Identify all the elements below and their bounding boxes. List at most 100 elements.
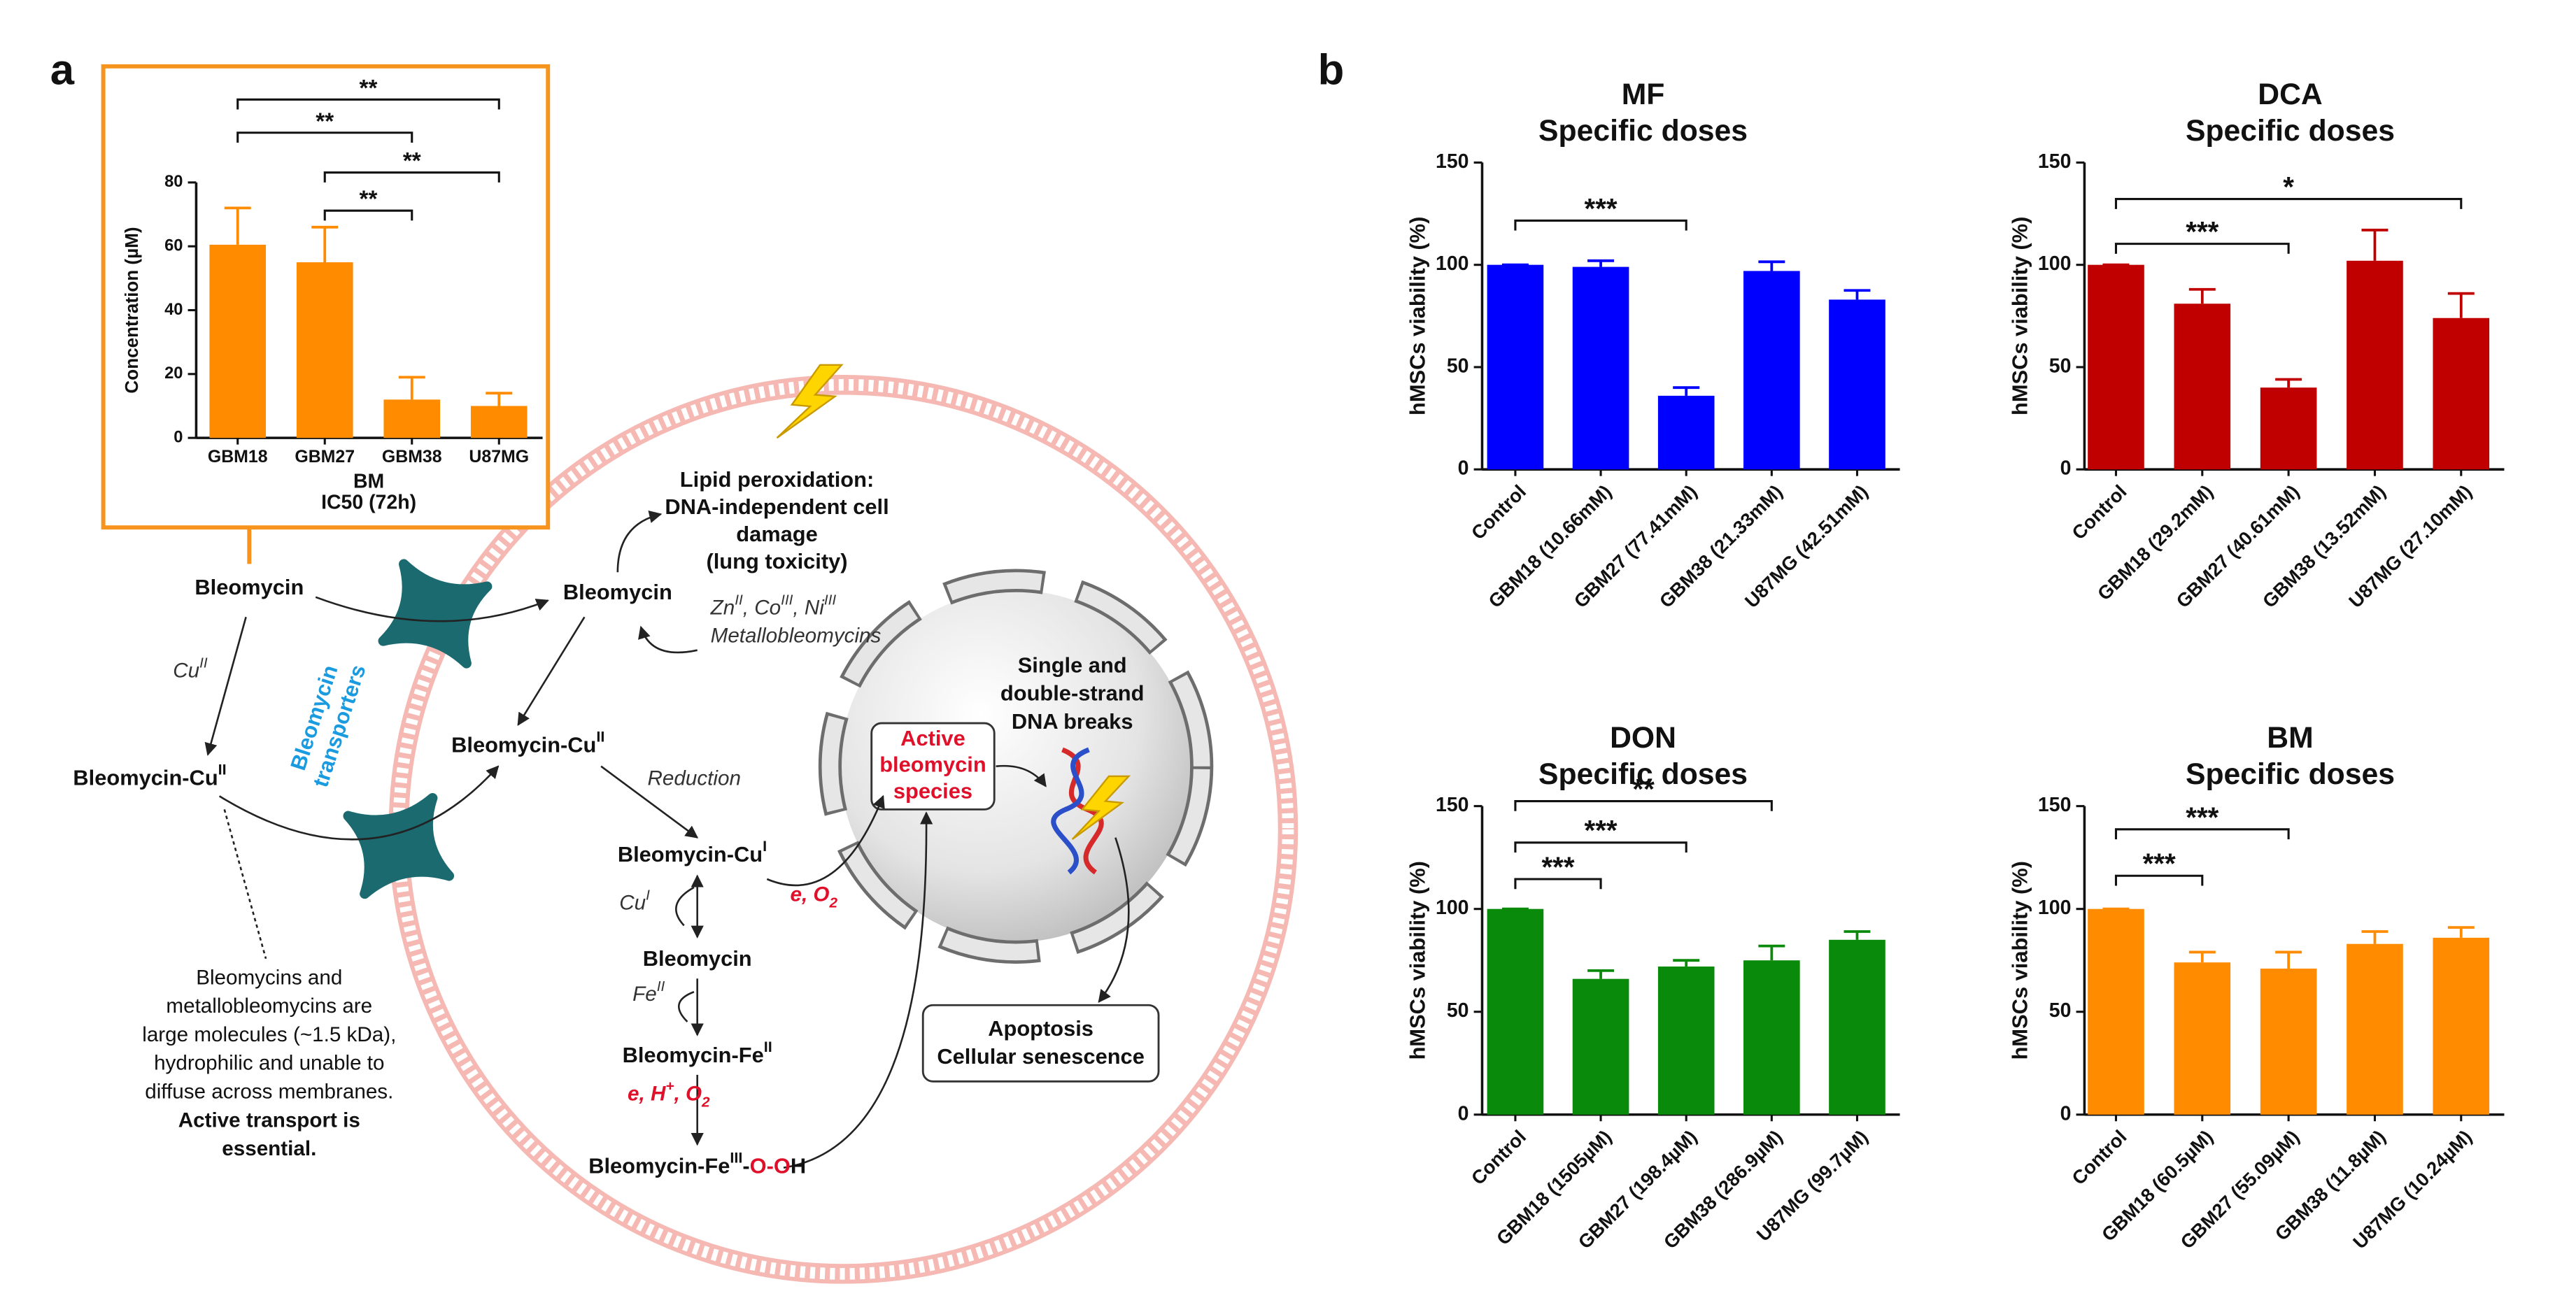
x-tick-label: GBM18 — [208, 447, 268, 466]
label-line: DNA breaks — [1012, 709, 1133, 734]
significance-label: *** — [1585, 193, 1618, 224]
chart-title: Specific doses — [1538, 757, 1748, 791]
label-line: Single and — [1018, 653, 1127, 678]
chart-title: Specific doses — [2186, 114, 2395, 148]
oxidation-1: e, O2 — [790, 883, 837, 911]
label-part: , O — [674, 1082, 702, 1105]
y-tick-label: 150 — [2038, 794, 2071, 816]
label-part: double-strand — [1000, 681, 1145, 706]
significance-label: *** — [1541, 851, 1574, 883]
panel-label: b — [1318, 46, 1345, 94]
bar — [2347, 260, 2403, 470]
label-part: essential. — [222, 1137, 316, 1160]
label-line: diffuse across membranes. — [145, 1080, 393, 1103]
bar — [1829, 939, 1885, 1115]
y-tick-label: 150 — [2038, 150, 2071, 173]
label-part: Cu — [173, 659, 199, 682]
significance-bracket — [1514, 799, 1773, 811]
label-line: Bleomycin-CuI — [618, 837, 767, 867]
bar — [1657, 967, 1715, 1115]
bar — [1572, 978, 1629, 1115]
significance-label: ** — [1632, 773, 1655, 805]
x-tick-label: Control — [2067, 1126, 2130, 1189]
lightning — [1071, 775, 1131, 841]
label-part: Bleomycin — [563, 580, 672, 604]
y-tick-label: 0 — [1458, 457, 1469, 480]
error-bar — [2447, 926, 2475, 938]
significance-bracket — [2114, 828, 2290, 840]
error-bar — [398, 376, 425, 400]
label-part: II — [199, 655, 208, 671]
outcomes-box — [921, 1004, 1160, 1083]
label-line: Reduction — [648, 767, 741, 790]
significance-label: ** — [360, 76, 378, 101]
bleomycin-outside: Bleomycin — [194, 575, 304, 599]
label-line: bleomycin — [879, 753, 986, 777]
label-part: metallobleomycins are — [166, 994, 372, 1018]
x-axis-label: IC50 (72h) — [321, 491, 416, 513]
label-part: I — [646, 887, 650, 904]
significance-bracket — [1514, 878, 1602, 890]
bar — [2433, 937, 2490, 1115]
error-bar — [224, 206, 251, 245]
copper-release: CuI — [619, 887, 650, 915]
nuclear-envelope-inner — [821, 572, 1210, 961]
label-line: large molecules (~1.5 kDa), — [142, 1023, 396, 1046]
error-bar — [2361, 229, 2389, 261]
error-bar — [486, 392, 513, 406]
label-line: FeII — [632, 978, 665, 1006]
significance-bracket — [323, 209, 413, 221]
transport-note: Bleomycins and metallobleomycins are large… — [142, 966, 396, 1160]
significance-bracket — [2114, 198, 2463, 209]
significance-label: *** — [2143, 848, 2176, 880]
significance-bracket — [1514, 841, 1687, 853]
x-tick-label: GBM27 — [295, 447, 355, 466]
y-tick-label: 40 — [164, 301, 183, 319]
label-part: Bleomycin-Cu — [73, 766, 218, 790]
label-part: II — [735, 592, 743, 608]
bar — [2174, 304, 2231, 470]
significance-bracket — [236, 98, 500, 110]
significance-bracket — [2114, 874, 2204, 886]
significance-label: ** — [360, 187, 378, 213]
label-part: + — [665, 1078, 674, 1094]
lipid-peroxidation: Lipid peroxidation:DNA-independent cell d… — [665, 467, 889, 573]
label-line: CuII — [173, 655, 208, 683]
bleomycin-inside: Bleomycin — [563, 580, 672, 604]
chart-title: DCA — [2258, 78, 2322, 111]
label-line: e, H+, O2 — [628, 1078, 710, 1110]
y-tick-label: 50 — [1447, 355, 1469, 377]
active-species-box — [870, 722, 996, 811]
label-part: 2 — [828, 895, 837, 911]
label-part: large molecules (~1.5 kDa), — [142, 1023, 396, 1046]
significance-label: *** — [1585, 815, 1618, 846]
bleomycin-fe-ii: Bleomycin-FeII — [623, 1038, 772, 1067]
error-bar — [2361, 930, 2389, 944]
error-bar — [1587, 259, 1615, 267]
bar — [296, 262, 353, 438]
label-part: diffuse across membranes. — [145, 1080, 393, 1103]
y-tick-label: 80 — [164, 173, 183, 191]
label-part: DNA-independent cell — [665, 494, 889, 519]
label-line: ZnII, CoIII, NiIII — [710, 592, 837, 619]
dna-breaks: Single and double-strand DNA breaks — [1000, 653, 1145, 734]
significance-label: *** — [2186, 801, 2218, 833]
bar — [1572, 266, 1629, 470]
arrow — [204, 616, 247, 756]
label-line: Bleomycin — [643, 946, 752, 971]
label-part: Bleomycin-Fe — [588, 1154, 730, 1178]
label-part: Bleomycin-Fe — [623, 1043, 764, 1067]
label-part: H — [791, 1154, 806, 1178]
bar-chart: Concentration (µM) 0 20 40 60 80 GBM18 GBM27 GBM… — [121, 76, 543, 513]
y-tick-label: 50 — [1447, 999, 1469, 1022]
chart-title: BM — [2267, 721, 2313, 755]
y-tick-label: 150 — [1436, 150, 1469, 173]
label-line: Bleomycin — [563, 580, 672, 604]
x-tick-label: GBM38 — [382, 447, 442, 466]
label-line: Bleomycin-CuII — [73, 761, 226, 790]
arrow — [675, 886, 695, 927]
label-line: Bleomycin — [194, 575, 304, 599]
y-tick-label: 20 — [164, 364, 183, 383]
